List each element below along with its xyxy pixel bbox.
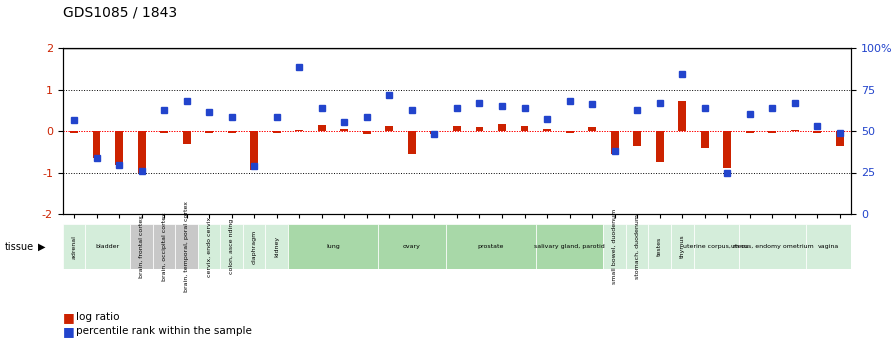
Bar xyxy=(814,131,822,133)
FancyBboxPatch shape xyxy=(85,224,130,269)
Text: stomach, duodenum: stomach, duodenum xyxy=(634,214,640,279)
FancyBboxPatch shape xyxy=(806,224,851,269)
FancyBboxPatch shape xyxy=(63,224,85,269)
Bar xyxy=(115,131,123,165)
Bar xyxy=(228,131,236,133)
FancyBboxPatch shape xyxy=(176,224,198,269)
Bar xyxy=(363,131,371,135)
Text: brain, frontal cortex: brain, frontal cortex xyxy=(139,215,144,278)
FancyBboxPatch shape xyxy=(536,224,603,269)
FancyBboxPatch shape xyxy=(626,224,649,269)
Text: kidney: kidney xyxy=(274,236,280,257)
Bar xyxy=(183,131,191,144)
Bar xyxy=(633,131,642,146)
Bar xyxy=(92,131,100,158)
Bar xyxy=(385,126,393,131)
Bar xyxy=(318,125,326,131)
Bar xyxy=(678,101,686,131)
Text: log ratio: log ratio xyxy=(76,313,120,322)
Text: thymus: thymus xyxy=(680,235,685,258)
FancyBboxPatch shape xyxy=(445,224,536,269)
Text: vagina: vagina xyxy=(818,244,840,249)
FancyBboxPatch shape xyxy=(671,224,694,269)
Text: colon, asce nding: colon, asce nding xyxy=(229,219,234,274)
Text: ■: ■ xyxy=(63,325,74,338)
Text: prostate: prostate xyxy=(478,244,504,249)
Bar xyxy=(138,131,145,173)
Bar xyxy=(836,131,844,146)
Bar xyxy=(296,130,303,131)
FancyBboxPatch shape xyxy=(130,224,153,269)
Text: diaphragm: diaphragm xyxy=(252,229,257,264)
Text: brain, temporal, poral cortex: brain, temporal, poral cortex xyxy=(184,201,189,292)
Bar xyxy=(205,131,213,133)
Text: cervix, endo cervix: cervix, endo cervix xyxy=(207,217,211,277)
FancyBboxPatch shape xyxy=(153,224,176,269)
Bar xyxy=(453,126,461,131)
Text: lung: lung xyxy=(326,244,340,249)
Bar xyxy=(769,131,776,133)
Text: GDS1085 / 1843: GDS1085 / 1843 xyxy=(63,5,177,19)
Bar xyxy=(160,131,168,133)
FancyBboxPatch shape xyxy=(243,224,265,269)
Text: testes: testes xyxy=(657,237,662,256)
Bar xyxy=(611,131,618,154)
Bar xyxy=(340,129,349,131)
Bar xyxy=(656,131,664,162)
FancyBboxPatch shape xyxy=(265,224,288,269)
Text: ovary: ovary xyxy=(403,244,421,249)
Bar xyxy=(543,129,551,131)
Bar xyxy=(250,131,258,170)
Bar xyxy=(70,131,78,133)
Bar xyxy=(476,127,484,131)
Bar xyxy=(723,131,731,168)
Bar xyxy=(588,127,596,131)
Bar xyxy=(430,131,438,135)
Text: ■: ■ xyxy=(63,311,74,324)
Bar xyxy=(701,131,709,148)
Text: brain, occipital cortex: brain, occipital cortex xyxy=(161,212,167,281)
Bar xyxy=(745,131,754,133)
FancyBboxPatch shape xyxy=(694,224,738,269)
Bar xyxy=(498,124,506,131)
Text: uterine corpus, m us: uterine corpus, m us xyxy=(684,244,749,249)
Text: adrenal: adrenal xyxy=(72,235,76,259)
Text: salivary gland, parotid: salivary gland, parotid xyxy=(534,244,605,249)
FancyBboxPatch shape xyxy=(220,224,243,269)
FancyBboxPatch shape xyxy=(738,224,806,269)
FancyBboxPatch shape xyxy=(603,224,626,269)
FancyBboxPatch shape xyxy=(378,224,445,269)
Bar xyxy=(791,130,799,131)
FancyBboxPatch shape xyxy=(649,224,671,269)
Text: bladder: bladder xyxy=(96,244,120,249)
FancyBboxPatch shape xyxy=(198,224,220,269)
Bar xyxy=(272,131,280,133)
Bar xyxy=(521,126,529,131)
FancyBboxPatch shape xyxy=(288,224,378,269)
Bar xyxy=(408,131,416,154)
Text: uterus, endomy ometrium: uterus, endomy ometrium xyxy=(731,244,814,249)
Text: ▶: ▶ xyxy=(38,242,45,252)
Text: tissue: tissue xyxy=(4,242,34,252)
Text: percentile rank within the sample: percentile rank within the sample xyxy=(76,326,252,336)
Bar xyxy=(565,131,573,133)
Text: small bowel, duodenum: small bowel, duodenum xyxy=(612,209,617,284)
